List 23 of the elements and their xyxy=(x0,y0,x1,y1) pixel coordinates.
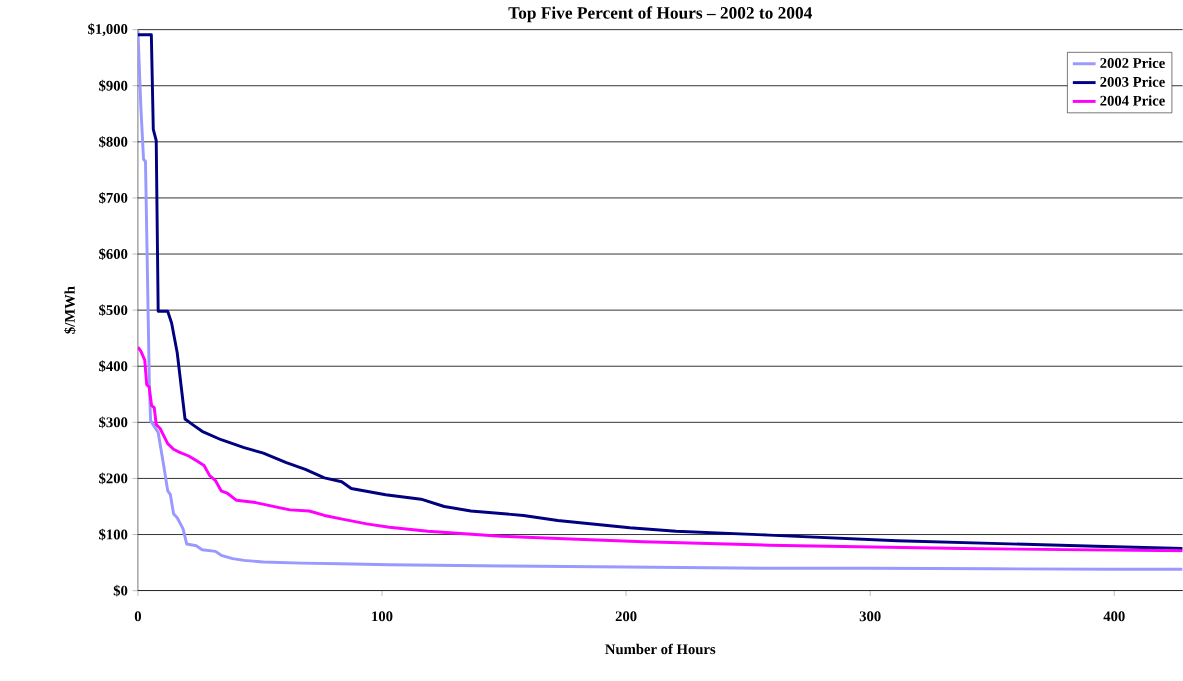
x-axis-title: Number of Hours xyxy=(605,643,716,655)
y-tick-label: $300 xyxy=(99,416,128,429)
y-tick-label: $800 xyxy=(99,136,128,148)
legend-label: 2003 Price xyxy=(1100,76,1165,88)
x-tick-label: 0 xyxy=(134,611,142,622)
y-tick-label: $0 xyxy=(113,584,128,597)
legend-label: 2002 Price xyxy=(1100,57,1165,69)
y-axis-title: $/MWh xyxy=(64,286,76,334)
y-tick-label: $600 xyxy=(99,248,128,261)
x-tick-label: 300 xyxy=(859,611,881,622)
line-series xyxy=(137,345,1183,553)
chart-title: Top Five Percent of Hours – 2002 to 2004 xyxy=(508,6,812,23)
x-tick-label: 200 xyxy=(615,611,637,622)
y-tick-label: $400 xyxy=(99,360,128,373)
x-tick-label: 400 xyxy=(1103,611,1125,622)
legend-label: 2004 Price xyxy=(1100,95,1165,106)
y-tick-label: $1,000 xyxy=(88,23,128,37)
y-tick-label: $700 xyxy=(99,192,128,204)
x-tick-label: 100 xyxy=(372,611,393,622)
y-tick-label: $500 xyxy=(99,304,128,317)
y-tick-label: $200 xyxy=(99,472,128,485)
y-tick-label: $900 xyxy=(99,80,128,92)
y-tick-label: $100 xyxy=(99,528,128,541)
